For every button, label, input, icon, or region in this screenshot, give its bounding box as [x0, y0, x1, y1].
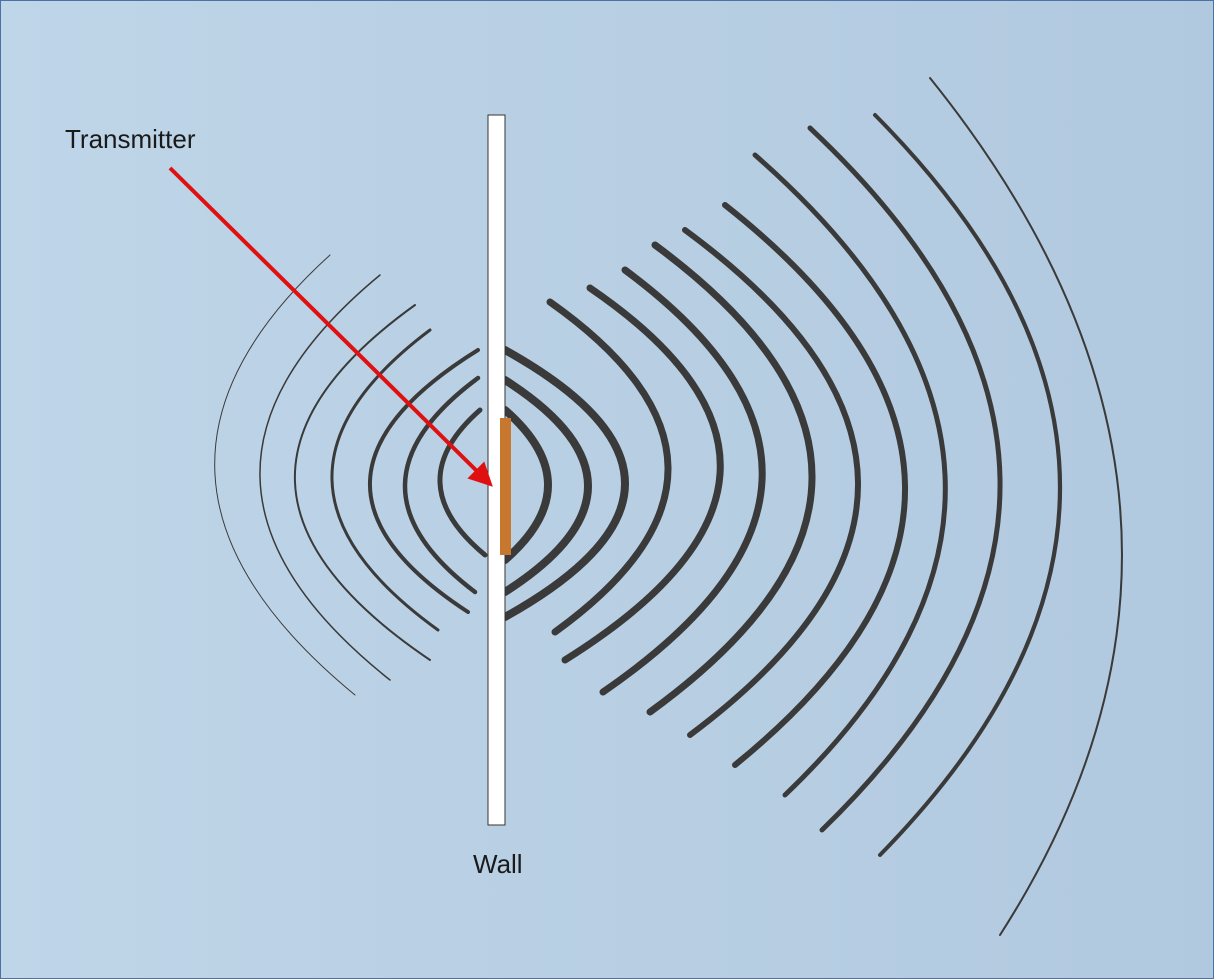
- diagram: Transmitter Wall: [0, 0, 1214, 979]
- transmitter-label: Transmitter: [65, 124, 196, 154]
- transmitter: [500, 418, 511, 555]
- wall-label: Wall: [473, 849, 523, 879]
